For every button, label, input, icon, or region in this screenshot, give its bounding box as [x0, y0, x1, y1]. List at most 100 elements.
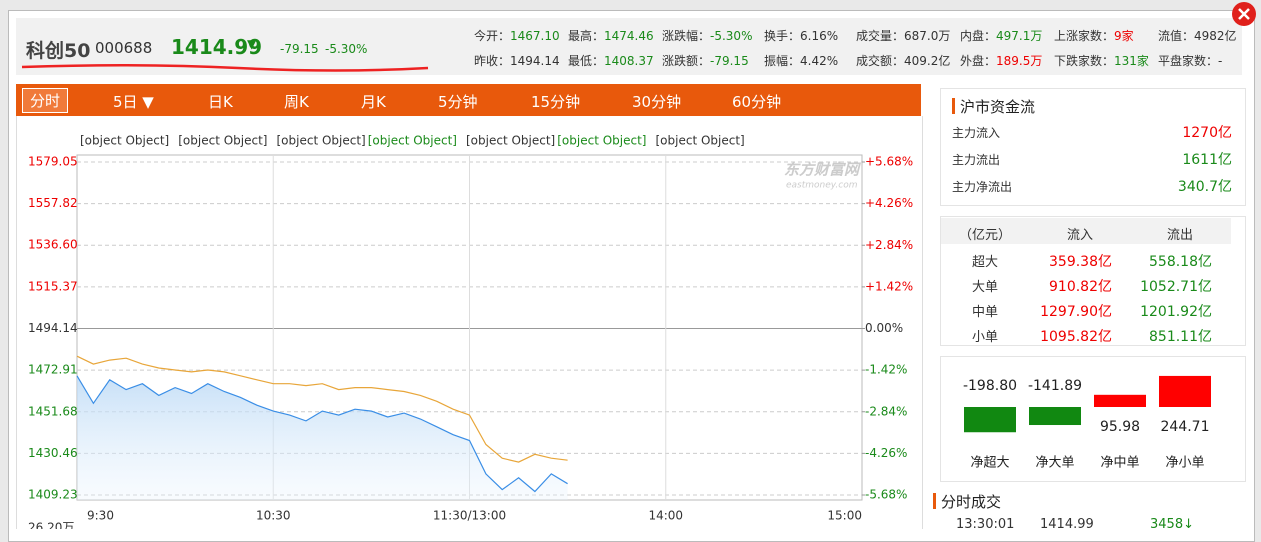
table-cell: 910.82亿: [1049, 279, 1112, 295]
tab[interactable]: 日K: [208, 93, 233, 111]
stat-label: 成交量：687.0万: [856, 29, 951, 43]
net-value-label: -198.80: [963, 378, 1017, 394]
stat-label: 最高：1474.46: [568, 29, 654, 43]
change-pct: -5.30%: [325, 42, 368, 56]
quote-header: [16, 18, 1242, 75]
x-tick-label: 15:00: [827, 509, 862, 523]
x-tick-label: 11:30/13:00: [433, 509, 506, 523]
panel: [940, 216, 1246, 346]
net-bar: [964, 407, 1016, 433]
trade-cell: 13:30:01: [956, 517, 1015, 532]
stat-label: 涨跌额：-79.15: [662, 54, 749, 68]
stat-label: 涨跌幅：-5.30%: [662, 29, 753, 43]
title-bar: [933, 493, 936, 509]
table-cell: 1052.71亿: [1140, 279, 1212, 295]
stat-label: 平盘家数：-: [1158, 54, 1223, 68]
chart: [object Object] [object Object] [object Ob…: [28, 134, 913, 530]
index-code: 000688: [95, 39, 153, 57]
y2-tick-label: +5.68%: [865, 155, 913, 169]
tab-bar: 分时 5日 ▼ 日K 周K 月K 5分钟 15分钟 30分钟 60分钟: [16, 84, 921, 116]
stat-value: -: [1218, 54, 1223, 68]
sidebar: 沪市资金流 主力流入 1270亿 主力流出 1611亿 主力净流出 340.7亿 （亿元） 流入…: [930, 84, 1246, 532]
watermark: eastmoney.com: [786, 181, 858, 191]
change: -79.15: [280, 42, 319, 56]
underline-scribble: [21, 63, 429, 72]
stat-value: 687.0万: [904, 29, 951, 43]
chart-info: [object Object]: [178, 134, 267, 148]
trade-cell: 1414.99: [1040, 517, 1094, 532]
tab[interactable]: 周K: [284, 93, 309, 111]
stat-label: 昨收：1494.14: [474, 54, 560, 68]
y-tick-label: 1494.14: [28, 321, 78, 335]
price-arrow: ▼: [247, 37, 257, 51]
tab[interactable]: 5日 ▼: [113, 93, 154, 111]
net-category: 净超大: [970, 456, 1009, 471]
stat-label: 振幅：4.42%: [764, 54, 839, 68]
x-tick-label: 10:30: [256, 509, 291, 523]
stat-value: 9家: [1114, 29, 1134, 43]
table-cell: 超大: [971, 255, 998, 270]
stat-label: 外盘：189.5万: [960, 54, 1043, 68]
panel: [940, 88, 1246, 206]
price-area: [77, 375, 568, 500]
table-cell: 中单: [971, 305, 998, 320]
stat-label: 上涨家数：9家: [1054, 29, 1134, 43]
stat-label: 今开：1467.10: [474, 29, 560, 43]
table-header: 流入: [1066, 228, 1093, 243]
net-category: 净大单: [1035, 456, 1074, 471]
table-cell: 359.38亿: [1049, 254, 1112, 270]
tab[interactable]: 分时: [22, 88, 69, 113]
stat-value: 1408.37: [604, 54, 654, 68]
summary-value: 1611亿: [1182, 152, 1232, 168]
y-tick-label: 1430.46: [28, 446, 78, 460]
index-name: 科创50: [26, 40, 91, 62]
summary-value: 340.7亿: [1177, 179, 1232, 195]
chart-panel: [16, 116, 923, 529]
table-cell: 小单: [971, 330, 998, 345]
page: 分时 5日 ▼ 日K 周K 月K 5分钟 15分钟 30分钟 60分钟 [object Obje…: [8, 1, 1257, 542]
net-category: 净小单: [1165, 456, 1204, 471]
y-tick-label: 1409.23: [28, 488, 78, 502]
table-cell: 大单: [971, 280, 998, 295]
y-tick-label: 1579.05: [28, 155, 78, 169]
stat-value: 4.42%: [800, 54, 839, 68]
table-header-bg: [941, 218, 1231, 244]
y-tick-label: 1557.82: [28, 196, 78, 210]
stat-value: -79.15: [710, 54, 749, 68]
tab[interactable]: 15分钟: [531, 93, 581, 111]
stat-value: 409.2亿: [904, 54, 951, 68]
stat-label: 成交额：409.2亿: [856, 54, 951, 68]
chart-info: [object Object]: [466, 134, 555, 148]
trades-title: 分时成交: [941, 493, 1002, 511]
table-cell: 558.18亿: [1149, 254, 1212, 270]
watermark: 东方财富网: [784, 161, 862, 179]
net-bar: [1094, 394, 1146, 407]
panel: [940, 356, 1246, 482]
chart-info: [object Object]: [557, 134, 646, 148]
stat-value: 4982亿: [1194, 29, 1237, 43]
stat-label: 下跌家数：131家: [1054, 54, 1149, 68]
y2-tick-label: -5.68%: [865, 488, 907, 502]
stat-label: 换手：6.16%: [764, 29, 839, 43]
stat-value: 6.16%: [800, 29, 839, 43]
y2-tick-label: -2.84%: [865, 404, 907, 418]
close-button[interactable]: [1231, 1, 1257, 27]
y-tick-label: 1515.37: [28, 279, 78, 293]
y2-tick-label: -1.42%: [865, 363, 907, 377]
chart-info: [object Object]: [277, 134, 366, 148]
tab[interactable]: 5分钟: [438, 93, 478, 111]
trade-cell: 3458↓: [1150, 517, 1194, 532]
net-value-label: 244.71: [1161, 419, 1210, 435]
summary-label: 主力流入: [952, 126, 1001, 140]
table-cell: 1297.90亿: [1040, 304, 1112, 320]
tab[interactable]: 月K: [361, 93, 386, 111]
tab[interactable]: 30分钟: [632, 93, 682, 111]
table-header: 流出: [1166, 228, 1193, 243]
table-cell: 1095.82亿: [1040, 329, 1112, 345]
y2-tick-label: +2.84%: [865, 238, 913, 252]
stat-label: 内盘：497.1万: [960, 29, 1043, 43]
net-value-label: -141.89: [1028, 378, 1082, 394]
tab[interactable]: 60分钟: [732, 93, 782, 111]
summary-label: 主力净流出: [952, 180, 1013, 194]
price-line: [76, 375, 568, 493]
